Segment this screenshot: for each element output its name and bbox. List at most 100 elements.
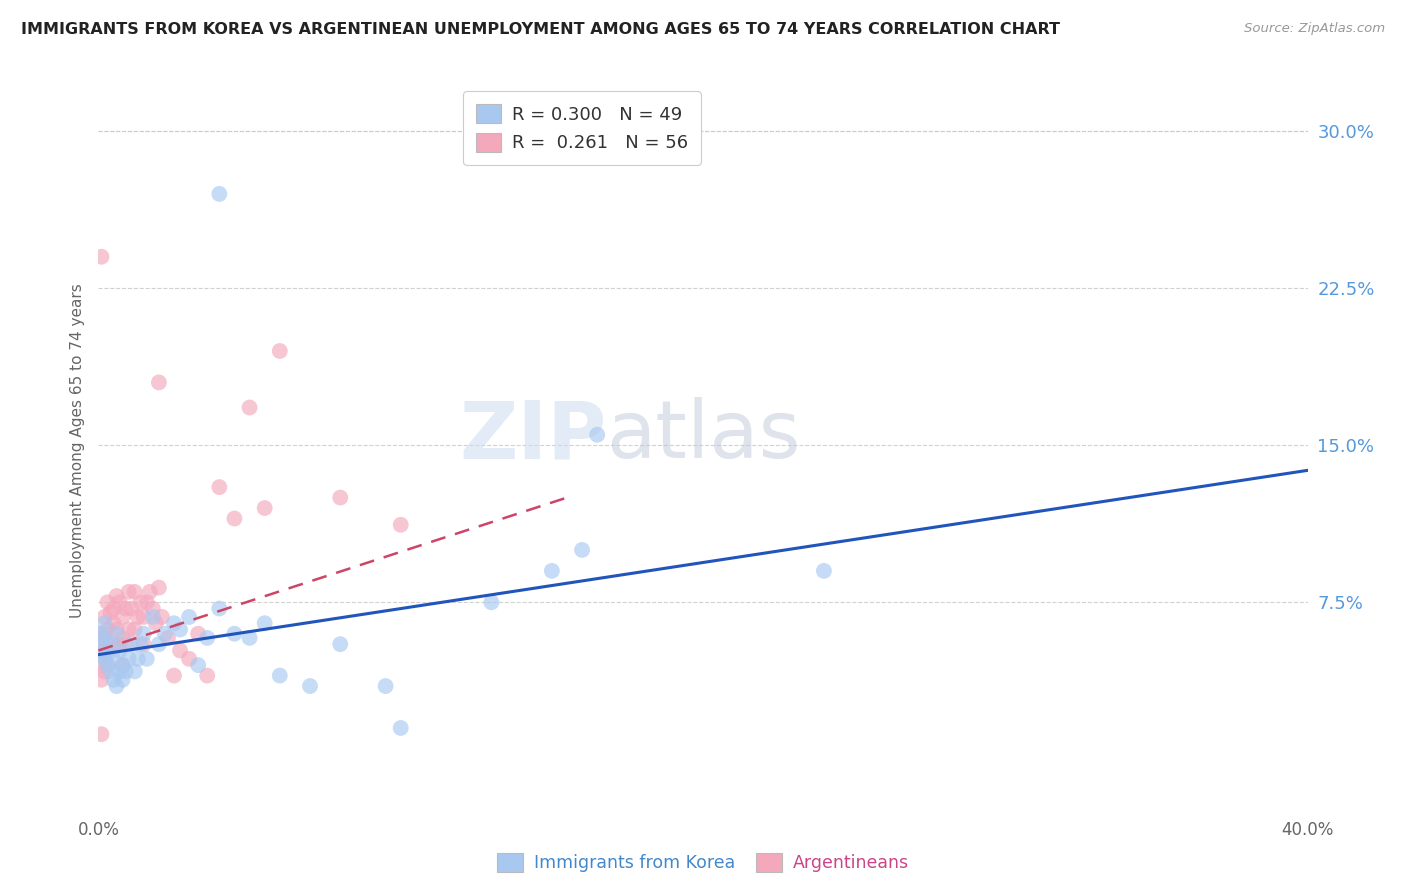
Point (114, 665, 136, 679)
Point (93, 616, 115, 631)
Point (108, 643, 131, 657)
Point (100, 637, 122, 651)
Text: IMMIGRANTS FROM KOREA VS ARGENTINEAN UNEMPLOYMENT AMONG AGES 65 TO 74 YEARS CORR: IMMIGRANTS FROM KOREA VS ARGENTINEAN UNE… (21, 22, 1060, 37)
Point (269, 668, 291, 682)
Point (142, 601, 165, 615)
Point (105, 623, 128, 637)
Point (114, 601, 136, 615)
Point (253, 501, 276, 516)
Point (118, 652, 141, 666)
Point (103, 616, 125, 631)
Point (90, 673, 112, 687)
Point (121, 637, 143, 651)
Point (127, 610, 149, 624)
Point (93, 652, 115, 666)
Point (148, 376, 170, 390)
Point (571, 543, 593, 558)
Point (118, 623, 141, 637)
Point (163, 616, 186, 631)
Point (96, 658, 118, 673)
Point (103, 601, 125, 615)
Point (329, 491, 352, 505)
Point (813, 564, 835, 578)
Point (139, 584, 162, 599)
Point (163, 668, 186, 682)
Point (105, 626, 128, 640)
Point (111, 631, 134, 645)
Point (93, 631, 115, 645)
Point (121, 601, 143, 615)
Y-axis label: Unemployment Among Ages 65 to 74 years: Unemployment Among Ages 65 to 74 years (69, 283, 84, 618)
Point (105, 589, 128, 603)
Point (103, 673, 125, 687)
Point (329, 637, 352, 651)
Point (169, 623, 191, 637)
Point (93, 665, 115, 679)
Point (195, 631, 218, 645)
Point (389, 721, 412, 735)
Point (224, 511, 246, 525)
Point (105, 679, 128, 693)
Point (389, 517, 412, 532)
Point (135, 595, 157, 609)
Point (187, 626, 209, 640)
Point (187, 658, 209, 673)
Point (253, 616, 276, 631)
Point (540, 564, 562, 578)
Point (103, 652, 125, 666)
Point (129, 595, 152, 609)
Point (127, 652, 149, 666)
Point (135, 652, 157, 666)
Point (100, 637, 122, 651)
Point (90, 631, 112, 645)
Point (179, 610, 201, 624)
Point (90, 643, 112, 657)
Point (208, 601, 231, 615)
Point (586, 427, 609, 442)
Text: atlas: atlas (606, 397, 800, 475)
Point (195, 668, 218, 682)
Point (156, 631, 179, 645)
Point (111, 658, 134, 673)
Point (90, 626, 112, 640)
Point (148, 637, 170, 651)
Point (111, 673, 134, 687)
Point (129, 637, 152, 651)
Point (132, 610, 155, 624)
Point (90, 250, 112, 264)
Point (93, 637, 115, 651)
Point (124, 665, 146, 679)
Point (111, 658, 134, 673)
Point (269, 343, 291, 358)
Point (90, 626, 112, 640)
Point (118, 584, 141, 599)
Point (169, 643, 191, 657)
Point (111, 610, 134, 624)
Point (124, 623, 146, 637)
Point (108, 665, 131, 679)
Point (96, 658, 118, 673)
Point (299, 679, 322, 693)
Point (145, 616, 167, 631)
Point (239, 631, 262, 645)
Point (124, 584, 146, 599)
Point (153, 626, 176, 640)
Point (481, 595, 503, 609)
Point (208, 186, 231, 201)
Point (93, 610, 115, 624)
Point (224, 626, 246, 640)
Point (142, 610, 165, 624)
Point (90, 648, 112, 662)
Text: ZIP: ZIP (458, 397, 606, 475)
Legend: Immigrants from Korea, Argentineans: Immigrants from Korea, Argentineans (491, 846, 915, 879)
Point (96, 623, 118, 637)
Point (103, 637, 125, 651)
Point (100, 665, 122, 679)
Point (148, 581, 170, 595)
Point (374, 679, 396, 693)
Point (179, 652, 201, 666)
Point (93, 643, 115, 657)
Point (100, 606, 122, 620)
Point (108, 637, 131, 651)
Point (132, 626, 155, 640)
